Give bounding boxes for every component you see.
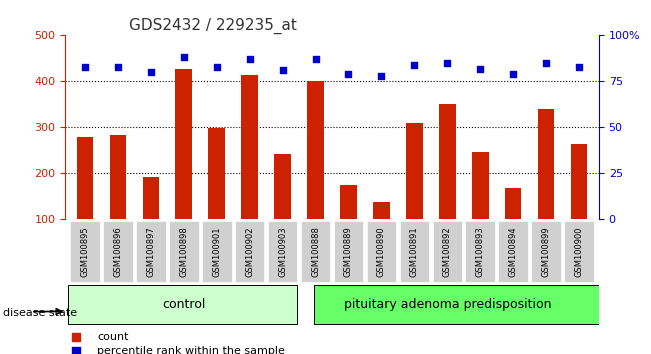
Point xyxy=(113,64,123,69)
Bar xyxy=(571,143,587,219)
Point xyxy=(508,71,518,77)
Point xyxy=(541,60,551,66)
FancyBboxPatch shape xyxy=(202,221,232,282)
Text: GSM100890: GSM100890 xyxy=(377,226,386,277)
Text: GSM100897: GSM100897 xyxy=(146,226,156,277)
FancyBboxPatch shape xyxy=(400,221,429,282)
Bar xyxy=(373,201,390,219)
Bar xyxy=(143,177,159,219)
Text: GSM100888: GSM100888 xyxy=(311,226,320,277)
Point xyxy=(79,64,90,69)
FancyBboxPatch shape xyxy=(564,221,594,282)
Bar xyxy=(505,188,521,219)
Point xyxy=(475,66,486,72)
Text: GSM100902: GSM100902 xyxy=(245,226,254,276)
Text: count: count xyxy=(97,332,129,342)
FancyBboxPatch shape xyxy=(169,221,199,282)
Point xyxy=(146,69,156,75)
Bar xyxy=(439,103,456,219)
Point xyxy=(244,57,255,62)
Bar xyxy=(176,69,192,219)
Point xyxy=(442,60,452,66)
FancyBboxPatch shape xyxy=(367,221,396,282)
Bar xyxy=(274,154,291,219)
Point xyxy=(311,57,321,62)
Point xyxy=(343,71,353,77)
FancyBboxPatch shape xyxy=(136,221,165,282)
Bar xyxy=(208,128,225,219)
Bar xyxy=(307,81,324,219)
FancyBboxPatch shape xyxy=(103,221,133,282)
Bar xyxy=(472,152,488,219)
Text: GSM100895: GSM100895 xyxy=(80,226,89,277)
Bar xyxy=(538,109,555,219)
Bar xyxy=(109,135,126,219)
Point xyxy=(178,55,189,60)
FancyBboxPatch shape xyxy=(235,221,264,282)
Text: disease state: disease state xyxy=(3,308,77,318)
Text: GSM100892: GSM100892 xyxy=(443,226,452,277)
Point xyxy=(574,64,585,69)
Bar xyxy=(77,137,93,219)
Point xyxy=(424,311,434,317)
FancyBboxPatch shape xyxy=(70,221,100,282)
Text: control: control xyxy=(162,298,206,311)
Text: GDS2432 / 229235_at: GDS2432 / 229235_at xyxy=(129,18,297,34)
Bar xyxy=(340,185,357,219)
FancyBboxPatch shape xyxy=(314,285,625,324)
FancyBboxPatch shape xyxy=(268,221,298,282)
Point xyxy=(424,183,434,188)
Text: percentile rank within the sample: percentile rank within the sample xyxy=(97,346,285,354)
Bar xyxy=(406,123,422,219)
Text: GSM100889: GSM100889 xyxy=(344,226,353,277)
Text: GSM100894: GSM100894 xyxy=(508,226,518,277)
Text: GSM100896: GSM100896 xyxy=(113,226,122,277)
FancyBboxPatch shape xyxy=(465,221,495,282)
Point xyxy=(376,73,387,79)
Point xyxy=(212,64,222,69)
FancyBboxPatch shape xyxy=(531,221,561,282)
Bar xyxy=(242,74,258,219)
Text: GSM100893: GSM100893 xyxy=(476,226,485,277)
Text: GSM100901: GSM100901 xyxy=(212,226,221,276)
FancyBboxPatch shape xyxy=(432,221,462,282)
Text: GSM100899: GSM100899 xyxy=(542,226,551,277)
FancyBboxPatch shape xyxy=(334,221,363,282)
Point xyxy=(277,68,288,73)
Point xyxy=(409,62,420,68)
Text: pituitary adenoma predisposition: pituitary adenoma predisposition xyxy=(344,298,551,311)
Text: GSM100900: GSM100900 xyxy=(575,226,584,276)
Text: GSM100891: GSM100891 xyxy=(410,226,419,277)
FancyBboxPatch shape xyxy=(499,221,528,282)
Text: GSM100898: GSM100898 xyxy=(179,226,188,277)
Text: GSM100903: GSM100903 xyxy=(278,226,287,277)
FancyBboxPatch shape xyxy=(301,221,330,282)
FancyBboxPatch shape xyxy=(68,285,298,324)
